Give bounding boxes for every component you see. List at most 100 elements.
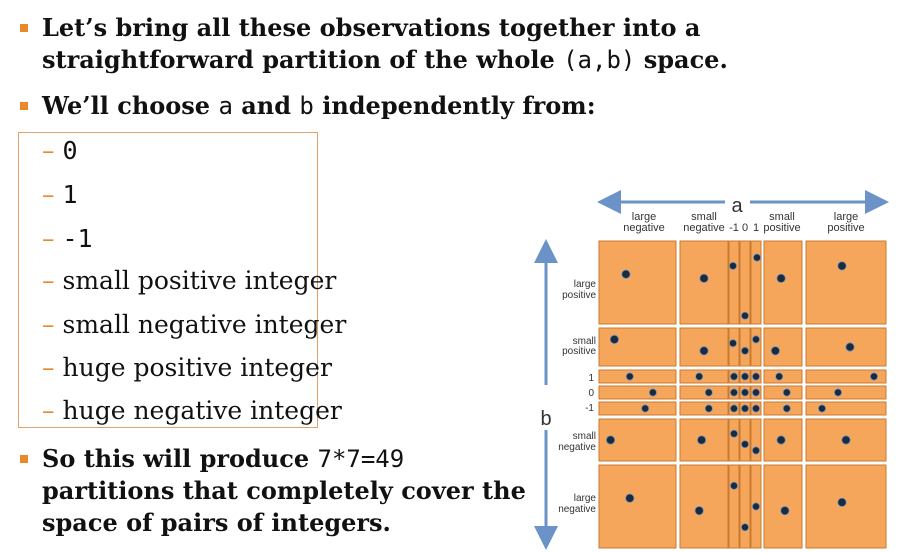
bullet-choose: We’ll choose a and b independently from: [20, 90, 720, 122]
partition-cell-a-large-negative-b-minus1 [598, 401, 677, 416]
a-axis-label: a [731, 195, 743, 217]
col-label-zero: 0 [742, 222, 748, 234]
partition-cell-a-minus1-b-large-negative [728, 464, 740, 549]
sample-dot [605, 435, 616, 445]
bullet2-code-a: a [218, 92, 233, 120]
option-label: small negative integer [62, 310, 347, 339]
sample-dot [704, 404, 713, 413]
bullet2-text-b: and [241, 91, 292, 120]
sample-dot [741, 311, 750, 320]
option-label: huge negative integer [62, 396, 342, 425]
partition-cell-a-large-positive-b-one [805, 369, 887, 384]
bullet-square-icon [20, 102, 28, 110]
col-label-small-positive-1: small [769, 211, 795, 223]
row-label-minus1: -1 [585, 403, 594, 414]
bullet-square-icon [20, 24, 28, 32]
row-label-small-positive-2: positive [562, 346, 596, 357]
col-label-small-negative-2: negative [683, 222, 725, 234]
sample-dot [694, 506, 704, 516]
partition-cell-a-zero-b-small-negative [739, 418, 751, 462]
sample-dot [776, 273, 786, 283]
partition-cell-a-small-negative-b-minus1 [679, 401, 729, 416]
sample-dot [741, 523, 750, 532]
partition-cell-a-one-b-large-positive [750, 240, 762, 325]
sample-dot [729, 339, 738, 348]
sample-dot [699, 346, 709, 356]
row-label-large-positive-1: large [574, 279, 597, 290]
option-item: – -1 [42, 224, 93, 253]
sample-dot [741, 346, 750, 355]
sample-dot [648, 388, 657, 397]
bullet-result: So this will produce 7*7=49 partitions t… [20, 443, 540, 539]
sample-dot [841, 435, 851, 445]
sample-dot [834, 388, 843, 397]
sample-dot [609, 334, 620, 344]
sample-dot [870, 372, 879, 381]
option-item: –0 [42, 136, 78, 165]
partition-cell-a-small-negative-b-large-negative [679, 464, 729, 549]
partition-cell-a-zero-b-large-negative [739, 464, 751, 549]
sample-dot [752, 335, 761, 344]
col-label-large-positive-2: positive [827, 222, 864, 234]
sample-dot [625, 493, 635, 503]
sample-dot [625, 372, 634, 381]
sample-dot [741, 404, 750, 413]
options-box [18, 132, 318, 428]
sample-dot [730, 404, 739, 413]
partition-cell-a-large-negative-b-zero [598, 385, 677, 400]
sample-dot [730, 388, 739, 397]
bullet1-code: (a,b) [563, 46, 636, 74]
bullet-square-icon [20, 455, 28, 463]
row-label-large-negative-2: negative [558, 504, 596, 515]
sample-dot [741, 440, 750, 449]
partition-cell-a-large-negative-b-small-positive [598, 327, 677, 367]
row-label-one: 1 [588, 373, 594, 384]
partition-cell-a-large-positive-b-zero [805, 385, 887, 400]
bullet1-text-b: space. [643, 45, 728, 74]
partition-cell-a-large-positive-b-large-positive [805, 240, 887, 325]
sample-dot [730, 481, 739, 490]
row-label-zero: 0 [588, 388, 594, 399]
bullet2-text-c: independently from: [322, 91, 596, 120]
option-item: – small negative integer [42, 310, 347, 339]
sample-dot [776, 435, 786, 445]
partition-cell-a-one-b-small-positive [750, 327, 762, 367]
sample-dot [730, 429, 739, 438]
option-label: small positive integer [62, 266, 337, 295]
partition-cell-a-minus1-b-large-positive [728, 240, 740, 325]
sample-dot [775, 372, 784, 381]
sample-dot [621, 269, 631, 279]
option-label: huge positive integer [62, 353, 332, 382]
partition-cell-a-zero-b-large-positive [739, 240, 751, 325]
b-axis-label: b [540, 408, 551, 430]
col-label-small-negative-1: small [691, 211, 717, 223]
col-label-minus1: -1 [729, 222, 739, 234]
col-label-small-positive-2: positive [763, 222, 800, 234]
option-label: -1 [62, 224, 93, 253]
partition-cell-a-large-negative-b-one [598, 369, 677, 384]
partition-diagram: a b large negative small negative -1 0 1… [534, 190, 889, 550]
sample-dot [696, 435, 707, 445]
sample-dot [695, 372, 704, 381]
bullet2-code-b: b [299, 92, 314, 120]
row-label-small-positive-1: small [573, 336, 596, 347]
col-label-large-positive-1: large [834, 211, 858, 223]
sample-dot [837, 497, 847, 507]
sample-dot [730, 372, 739, 381]
bullet2-text-a: We’ll choose [42, 91, 211, 120]
bullet1-text-a: Let’s bring all these observations toget… [42, 13, 701, 74]
sample-dot [752, 404, 761, 413]
sample-dot [818, 404, 827, 413]
partition-cell-a-one-b-small-negative [750, 418, 762, 462]
col-label-large-negative-2: negative [623, 222, 665, 234]
row-label-small-negative-2: negative [558, 442, 596, 453]
sample-dot [704, 388, 713, 397]
sample-dot [741, 388, 750, 397]
bullet-partition: Let’s bring all these observations toget… [20, 12, 860, 76]
sample-dot [752, 388, 761, 397]
partition-cell-a-large-positive-b-minus1 [805, 401, 887, 416]
bullet3-text-b: partitions that completely cover the spa… [42, 476, 526, 537]
option-label: 1 [62, 180, 78, 209]
partition-cell-a-large-positive-b-large-negative [805, 464, 887, 549]
sample-dot [753, 253, 762, 262]
